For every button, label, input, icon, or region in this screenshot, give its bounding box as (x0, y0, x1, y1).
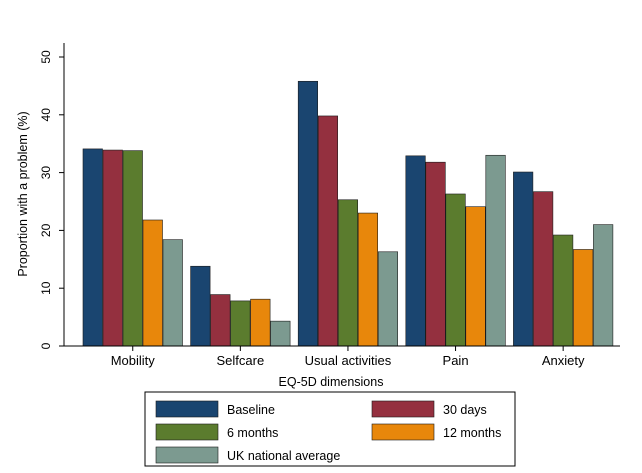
bar-usual-activities-baseline (297, 80, 319, 347)
legend-label: Baseline (227, 403, 275, 417)
legend-label: 12 months (443, 426, 501, 440)
bar-usual-activities-12-months (357, 212, 379, 347)
legend: Baseline 30 days 6 months 12 months UK natio… (144, 391, 516, 467)
y-tick-label: 30 (39, 166, 53, 180)
bar-pain-uk-national-average (485, 154, 506, 347)
bar-anxiety-30-days (533, 191, 554, 347)
bar-selfcare-6-months (230, 300, 251, 347)
legend-swatch (371, 423, 435, 441)
x-axis-title: EQ-5D dimensions (279, 375, 384, 389)
y-tick-label: 10 (39, 281, 53, 295)
bar-usual-activities-uk-national-average (377, 251, 399, 347)
legend-swatch (155, 400, 219, 418)
bar-mobility-30-days (102, 149, 123, 347)
bar-mobility-12-months (142, 219, 163, 347)
y-axis-title: Proportion with a problem (%) (16, 111, 30, 276)
bar-pain-12-months (465, 206, 486, 347)
bar-mobility-6-months (122, 150, 143, 347)
y-tick-label: 20 (39, 223, 53, 237)
x-category-label: Usual activities (305, 353, 392, 368)
bar-usual-activities-6-months (337, 199, 359, 347)
legend-label: 30 days (443, 403, 487, 417)
x-category-label: Mobility (111, 353, 156, 368)
legend-swatch (371, 400, 435, 418)
bar-anxiety-12-months (573, 249, 594, 347)
bar-anxiety-uk-national-average (593, 224, 614, 347)
x-categories-group: Mobility Selfcare Usual activities Pain Anxi… (111, 346, 585, 368)
bar-pain-baseline (405, 155, 426, 347)
bar-pain-30-days (425, 161, 446, 347)
y-ticks-group: 0 10 20 30 40 50 (39, 50, 64, 349)
bars-group (82, 80, 614, 347)
y-tick-label: 0 (39, 342, 53, 349)
y-tick-label: 50 (39, 50, 53, 64)
x-category-label: Pain (443, 353, 469, 368)
bar-selfcare-uk-national-average (270, 320, 291, 347)
legend-label: 6 months (227, 426, 278, 440)
bar-mobility-uk-national-average (162, 239, 183, 347)
legend-swatch (155, 446, 219, 464)
bar-selfcare-12-months (250, 298, 271, 347)
bar-selfcare-30-days (210, 294, 231, 347)
bar-usual-activities-30-days (317, 115, 339, 347)
x-category-label: Selfcare (216, 353, 264, 368)
legend-label: UK national average (227, 449, 340, 463)
bar-selfcare-baseline (190, 265, 211, 347)
bar-mobility-baseline (82, 148, 103, 347)
bar-pain-6-months (445, 193, 466, 347)
bar-anxiety-6-months (553, 234, 574, 347)
x-category-label: Anxiety (542, 353, 585, 368)
legend-swatch (155, 423, 219, 441)
y-tick-label: 40 (39, 108, 53, 122)
bar-anxiety-baseline (513, 171, 534, 347)
